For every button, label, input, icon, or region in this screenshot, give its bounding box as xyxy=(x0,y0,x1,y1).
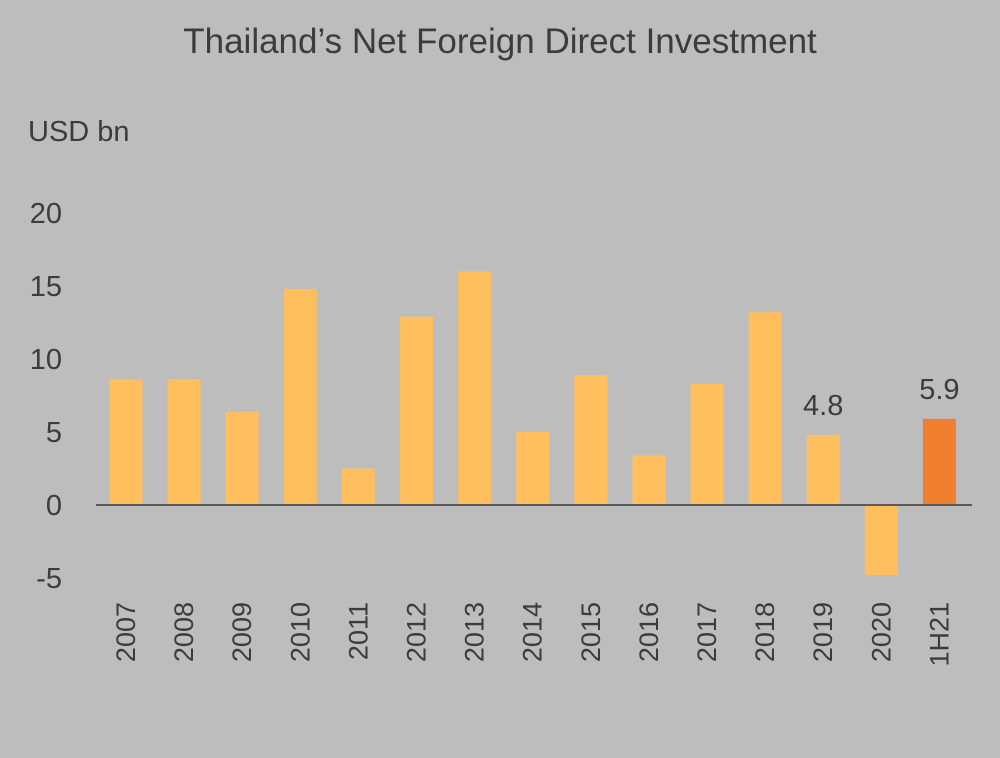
bar-2012 xyxy=(400,316,433,505)
bar-2019 xyxy=(806,434,840,505)
y-tick-label: 20 xyxy=(30,198,62,230)
x-category-label: 2014 xyxy=(518,602,548,662)
bar-2010 xyxy=(283,288,317,505)
bar-2020 xyxy=(864,505,898,576)
x-category-label: 2013 xyxy=(460,602,490,662)
x-category-label: 2010 xyxy=(285,602,315,662)
x-category-label: 2017 xyxy=(692,602,722,662)
bar-2013 xyxy=(458,271,492,505)
bar-1h21 xyxy=(922,418,956,505)
y-tick-label: 5 xyxy=(46,417,62,449)
bar-2007 xyxy=(109,379,143,505)
x-category-label: 2008 xyxy=(169,602,199,662)
x-category-label: 2007 xyxy=(111,602,141,662)
bar-2014 xyxy=(516,432,550,505)
x-category-label: 1H21 xyxy=(924,602,954,667)
x-category-label: 2019 xyxy=(808,602,838,662)
x-category-label: 2018 xyxy=(750,602,780,662)
chart-title: Thailand’s Net Foreign Direct Investment xyxy=(183,22,817,61)
y-axis-unit-label: USD bn xyxy=(28,116,130,148)
y-tick-label: -5 xyxy=(36,563,62,595)
bar-2016 xyxy=(632,455,666,505)
y-tick-label: 0 xyxy=(46,490,62,522)
data-label: 5.9 xyxy=(919,374,959,406)
bar-2011 xyxy=(341,468,375,505)
bar-2009 xyxy=(225,411,259,505)
bar-2018 xyxy=(748,312,782,505)
x-category-label: 2015 xyxy=(576,602,606,662)
y-tick-label: 15 xyxy=(30,271,62,303)
x-category-label: 2020 xyxy=(866,602,896,662)
x-category-label: 2012 xyxy=(402,602,432,662)
data-label: 4.8 xyxy=(803,390,843,422)
bar-2017 xyxy=(690,383,724,505)
x-category-label: 2009 xyxy=(227,602,257,662)
bar-2015 xyxy=(574,375,608,505)
x-category-label: 2016 xyxy=(634,602,664,662)
y-tick-label: 10 xyxy=(30,344,62,376)
bar-2008 xyxy=(167,379,201,505)
x-category-label: 2011 xyxy=(343,602,373,660)
